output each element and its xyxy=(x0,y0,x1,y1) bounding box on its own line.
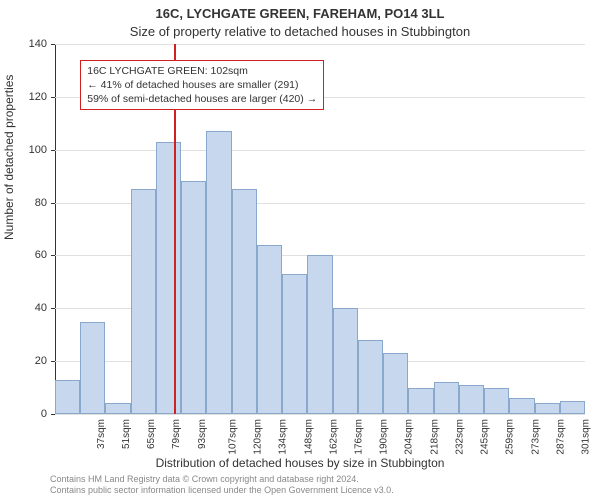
xtick-label: 148sqm xyxy=(303,419,314,455)
ytick-mark xyxy=(51,255,55,256)
xtick-label: 301sqm xyxy=(581,419,592,455)
histogram-bar xyxy=(408,388,433,414)
xtick-label: 245sqm xyxy=(480,419,491,455)
histogram-bar xyxy=(560,401,585,414)
ytick-mark xyxy=(51,414,55,415)
histogram-bar xyxy=(156,142,181,414)
ytick-mark xyxy=(51,361,55,362)
xtick-label: 273sqm xyxy=(530,419,541,455)
ytick-label: 140 xyxy=(17,38,47,50)
gridline xyxy=(55,414,585,415)
ytick-mark xyxy=(51,203,55,204)
xtick-label: 287sqm xyxy=(555,419,566,455)
histogram-bar xyxy=(459,385,484,414)
footer-line-1: Contains HM Land Registry data © Crown c… xyxy=(50,474,394,485)
histogram-bar xyxy=(257,245,282,414)
xtick-label: 65sqm xyxy=(146,419,157,449)
xtick-label: 218sqm xyxy=(429,419,440,455)
annotation-line: 16C LYCHGATE GREEN: 102sqm xyxy=(87,64,317,78)
y-axis-line xyxy=(55,44,56,414)
xtick-label: 190sqm xyxy=(379,419,390,455)
xtick-label: 232sqm xyxy=(455,419,466,455)
ytick-label: 60 xyxy=(17,249,47,261)
annotation-box: 16C LYCHGATE GREEN: 102sqm← 41% of detac… xyxy=(80,60,324,111)
ytick-label: 100 xyxy=(17,144,47,156)
histogram-bar xyxy=(484,388,509,414)
histogram-bar xyxy=(131,189,156,414)
footer-line-2: Contains public sector information licen… xyxy=(50,485,394,496)
xtick-label: 107sqm xyxy=(227,419,238,455)
histogram-bar xyxy=(434,382,459,414)
histogram-bar xyxy=(105,403,130,414)
ytick-label: 40 xyxy=(17,302,47,314)
histogram-bar xyxy=(232,189,257,414)
chart-title-sub: Size of property relative to detached ho… xyxy=(0,24,600,39)
xtick-label: 79sqm xyxy=(171,419,182,449)
xtick-label: 37sqm xyxy=(96,419,107,449)
ytick-label: 0 xyxy=(17,408,47,420)
annotation-line: 59% of semi-detached houses are larger (… xyxy=(87,92,317,106)
histogram-bar xyxy=(80,322,105,415)
plot-area: 02040608010012014037sqm51sqm65sqm79sqm93… xyxy=(55,44,585,414)
annotation-line: ← 41% of detached houses are smaller (29… xyxy=(87,78,317,92)
histogram-bar xyxy=(509,398,534,414)
ytick-mark xyxy=(51,150,55,151)
ytick-label: 80 xyxy=(17,197,47,209)
ytick-mark xyxy=(51,97,55,98)
histogram-bar xyxy=(383,353,408,414)
xtick-label: 259sqm xyxy=(505,419,516,455)
ytick-label: 120 xyxy=(17,91,47,103)
ytick-mark xyxy=(51,308,55,309)
histogram-bar xyxy=(307,255,332,414)
histogram-bar xyxy=(535,403,560,414)
x-axis-label: Distribution of detached houses by size … xyxy=(0,456,600,470)
xtick-label: 176sqm xyxy=(354,419,365,455)
chart-title-main: 16C, LYCHGATE GREEN, FAREHAM, PO14 3LL xyxy=(0,6,600,21)
xtick-label: 93sqm xyxy=(197,419,208,449)
ytick-mark xyxy=(51,44,55,45)
xtick-label: 51sqm xyxy=(121,419,132,449)
histogram-bar xyxy=(181,181,206,414)
gridline xyxy=(55,150,585,151)
gridline xyxy=(55,44,585,45)
xtick-label: 120sqm xyxy=(253,419,264,455)
xtick-label: 162sqm xyxy=(328,419,339,455)
histogram-bar xyxy=(333,308,358,414)
footer-text: Contains HM Land Registry data © Crown c… xyxy=(50,474,394,496)
xtick-label: 204sqm xyxy=(404,419,415,455)
histogram-bar xyxy=(282,274,307,414)
plot-inner: 02040608010012014037sqm51sqm65sqm79sqm93… xyxy=(55,44,585,414)
histogram-bar xyxy=(55,380,80,414)
ytick-label: 20 xyxy=(17,355,47,367)
xtick-label: 134sqm xyxy=(278,419,289,455)
histogram-bar xyxy=(206,131,231,414)
chart-container: 16C, LYCHGATE GREEN, FAREHAM, PO14 3LL S… xyxy=(0,0,600,500)
histogram-bar xyxy=(358,340,383,414)
y-axis-label: Number of detached properties xyxy=(2,75,16,240)
